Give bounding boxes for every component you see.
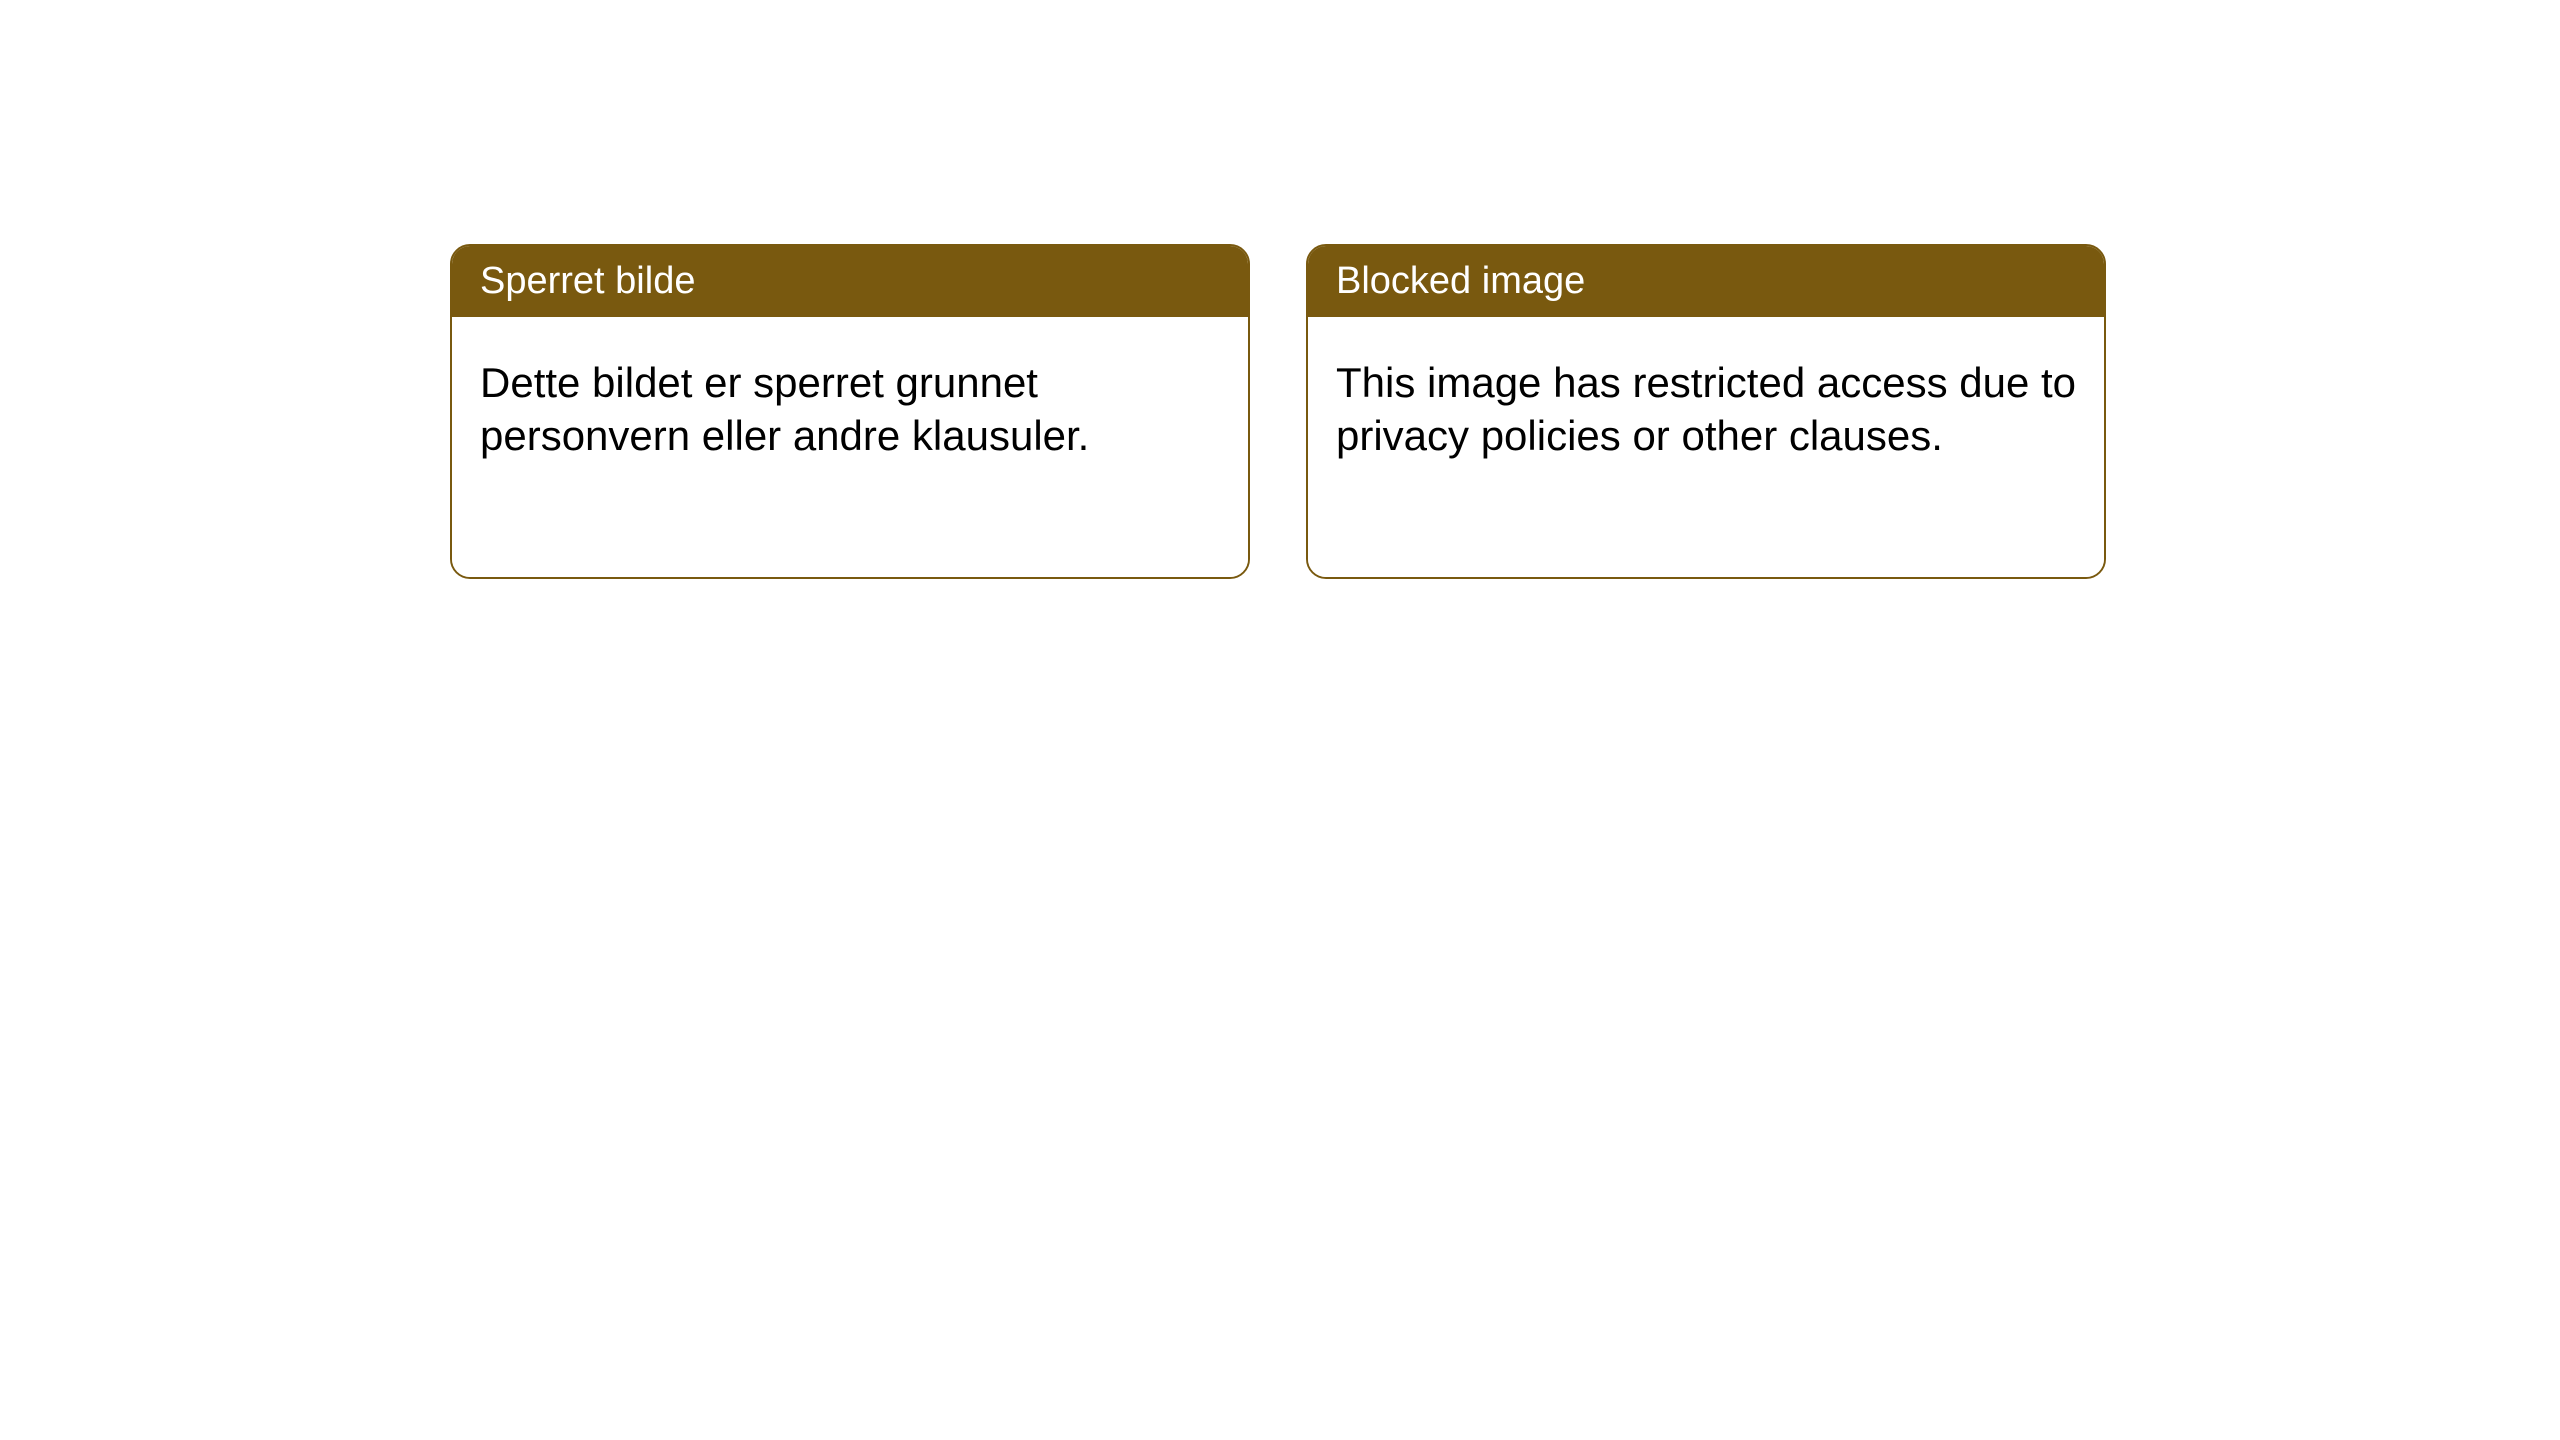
notice-body-no: Dette bildet er sperret grunnet personve… (452, 317, 1248, 577)
notice-card-norwegian: Sperret bilde Dette bildet er sperret gr… (450, 244, 1250, 579)
notice-card-english: Blocked image This image has restricted … (1306, 244, 2106, 579)
notice-cards-container: Sperret bilde Dette bildet er sperret gr… (450, 244, 2106, 579)
notice-header-en: Blocked image (1308, 246, 2104, 317)
notice-header-no: Sperret bilde (452, 246, 1248, 317)
notice-body-en: This image has restricted access due to … (1308, 317, 2104, 577)
